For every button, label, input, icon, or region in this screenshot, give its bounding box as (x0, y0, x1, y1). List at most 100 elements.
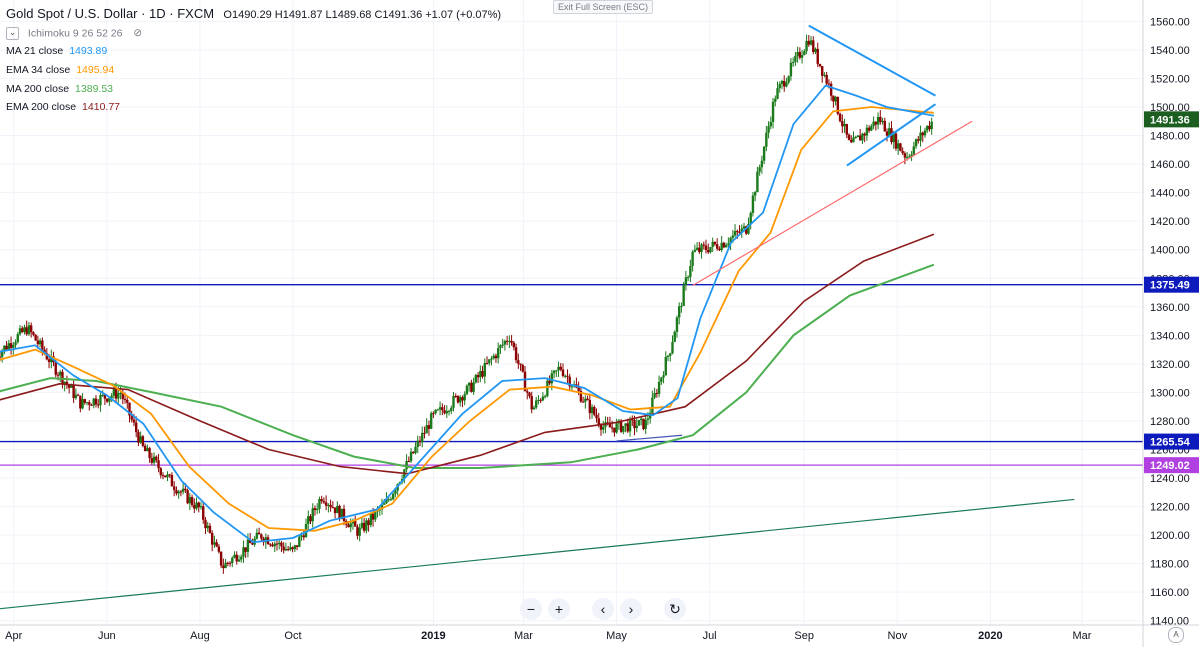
candle-body (284, 548, 288, 551)
candle-body (780, 80, 784, 85)
candle-body (825, 74, 828, 84)
indicator-ma21[interactable]: MA 21 close 1493.89 (6, 45, 107, 57)
candle-body (240, 556, 243, 560)
candle-body (264, 537, 268, 543)
trendline[interactable] (846, 103, 937, 167)
candle-body (222, 565, 225, 569)
candle-body (581, 401, 585, 403)
candle-body (691, 251, 694, 267)
candle-body (474, 374, 478, 383)
candle-body (298, 536, 301, 547)
indicator-ema34[interactable]: EMA 34 close 1495.94 (6, 64, 114, 76)
candle-body (257, 532, 261, 535)
candle-body (0, 350, 4, 357)
candle-body (443, 410, 446, 414)
candle-body (783, 80, 786, 87)
candle-body (371, 513, 375, 520)
trendlines (0, 24, 1075, 616)
candle-body (380, 504, 384, 510)
candle-body (105, 398, 109, 402)
candle-body (421, 432, 424, 443)
candle-body (867, 127, 871, 131)
candle-body (427, 425, 431, 429)
candle-body (610, 427, 614, 429)
candle-body (99, 395, 102, 406)
indicator-ma200[interactable]: MA 200 close 1389.53 (6, 83, 113, 95)
indicator-value: 1389.53 (75, 83, 114, 95)
candle-body (108, 398, 111, 402)
reset-chart-button[interactable]: ↻ (664, 598, 686, 620)
candle-body (733, 231, 737, 236)
candle-body (727, 243, 730, 245)
candle-body (123, 399, 127, 401)
exit-fullscreen-button[interactable]: Exit Full Screen (ESC) (553, 0, 654, 14)
candle-body (896, 143, 900, 149)
candle-body (190, 497, 194, 505)
candle-body (579, 390, 583, 402)
time-tick-label: Mar (1072, 630, 1091, 642)
price-label: 1491.36 (1150, 114, 1190, 126)
ichimoku-legend[interactable]: ⌄ Ichimoku 9 26 52 26 ⊘ (6, 27, 142, 40)
candle-body (680, 305, 683, 307)
candle-body (704, 245, 708, 250)
indicator-ema200[interactable]: EMA 200 close 1410.77 (6, 101, 120, 113)
candle-body (771, 101, 775, 123)
candle-body (29, 325, 33, 333)
time-tick-label: May (606, 630, 627, 642)
scroll-left-button[interactable]: ‹ (592, 598, 614, 620)
candle-body (429, 413, 433, 429)
candle-body (146, 448, 149, 452)
price-tick-label: 1540.00 (1150, 45, 1190, 57)
candle-body (50, 356, 53, 363)
candle-body (349, 523, 352, 528)
candle-body (233, 554, 236, 558)
zoom-in-button[interactable]: + (548, 598, 570, 620)
candle-body (465, 385, 469, 395)
candle-body (278, 542, 281, 545)
ohlc-readout: O1490.29 H1491.87 L1489.68 C1491.36 +1.0… (223, 9, 501, 21)
zoom-out-button[interactable]: − (520, 598, 542, 620)
candle-body (434, 409, 437, 414)
candle-body (745, 226, 748, 234)
price-tick-label: 1220.00 (1150, 502, 1190, 514)
candle-body (738, 231, 741, 233)
candle-body (539, 399, 542, 401)
candle-body (912, 146, 916, 155)
candle-body (684, 277, 688, 286)
candle-body (483, 362, 486, 377)
candle-body (633, 419, 636, 429)
candle-body (910, 154, 913, 157)
eye-off-icon[interactable]: ⊘ (133, 27, 143, 40)
scroll-right-button[interactable]: › (620, 598, 642, 620)
price-tick-label: 1480.00 (1150, 131, 1190, 143)
price-tick-label: 1300.00 (1150, 387, 1190, 399)
trendline[interactable] (616, 434, 683, 442)
candle-body (407, 461, 411, 463)
indicator-lines (0, 84, 935, 544)
candle-body (892, 133, 895, 143)
candle-body (309, 516, 312, 522)
candle-body (412, 451, 415, 454)
candle-body (447, 410, 451, 412)
collapse-icon[interactable]: ⌄ (6, 27, 19, 40)
price-tick-label: 1320.00 (1150, 359, 1190, 371)
candle-body (59, 371, 62, 376)
auto-scale-button[interactable]: A (1168, 627, 1184, 643)
candle-body (713, 241, 717, 245)
candle-body (854, 137, 857, 139)
candle-body (829, 83, 833, 96)
candle-body (479, 371, 482, 378)
candle-body (568, 376, 571, 387)
candle-body (210, 533, 214, 545)
candle-body (552, 370, 556, 374)
trendline[interactable] (0, 498, 1075, 616)
candle-body (188, 497, 192, 504)
candle-body (383, 503, 386, 505)
candle-body (358, 527, 361, 536)
candle-body (436, 409, 440, 411)
trendline[interactable] (808, 24, 936, 97)
trendline[interactable] (692, 120, 973, 286)
candle-body (709, 247, 712, 253)
